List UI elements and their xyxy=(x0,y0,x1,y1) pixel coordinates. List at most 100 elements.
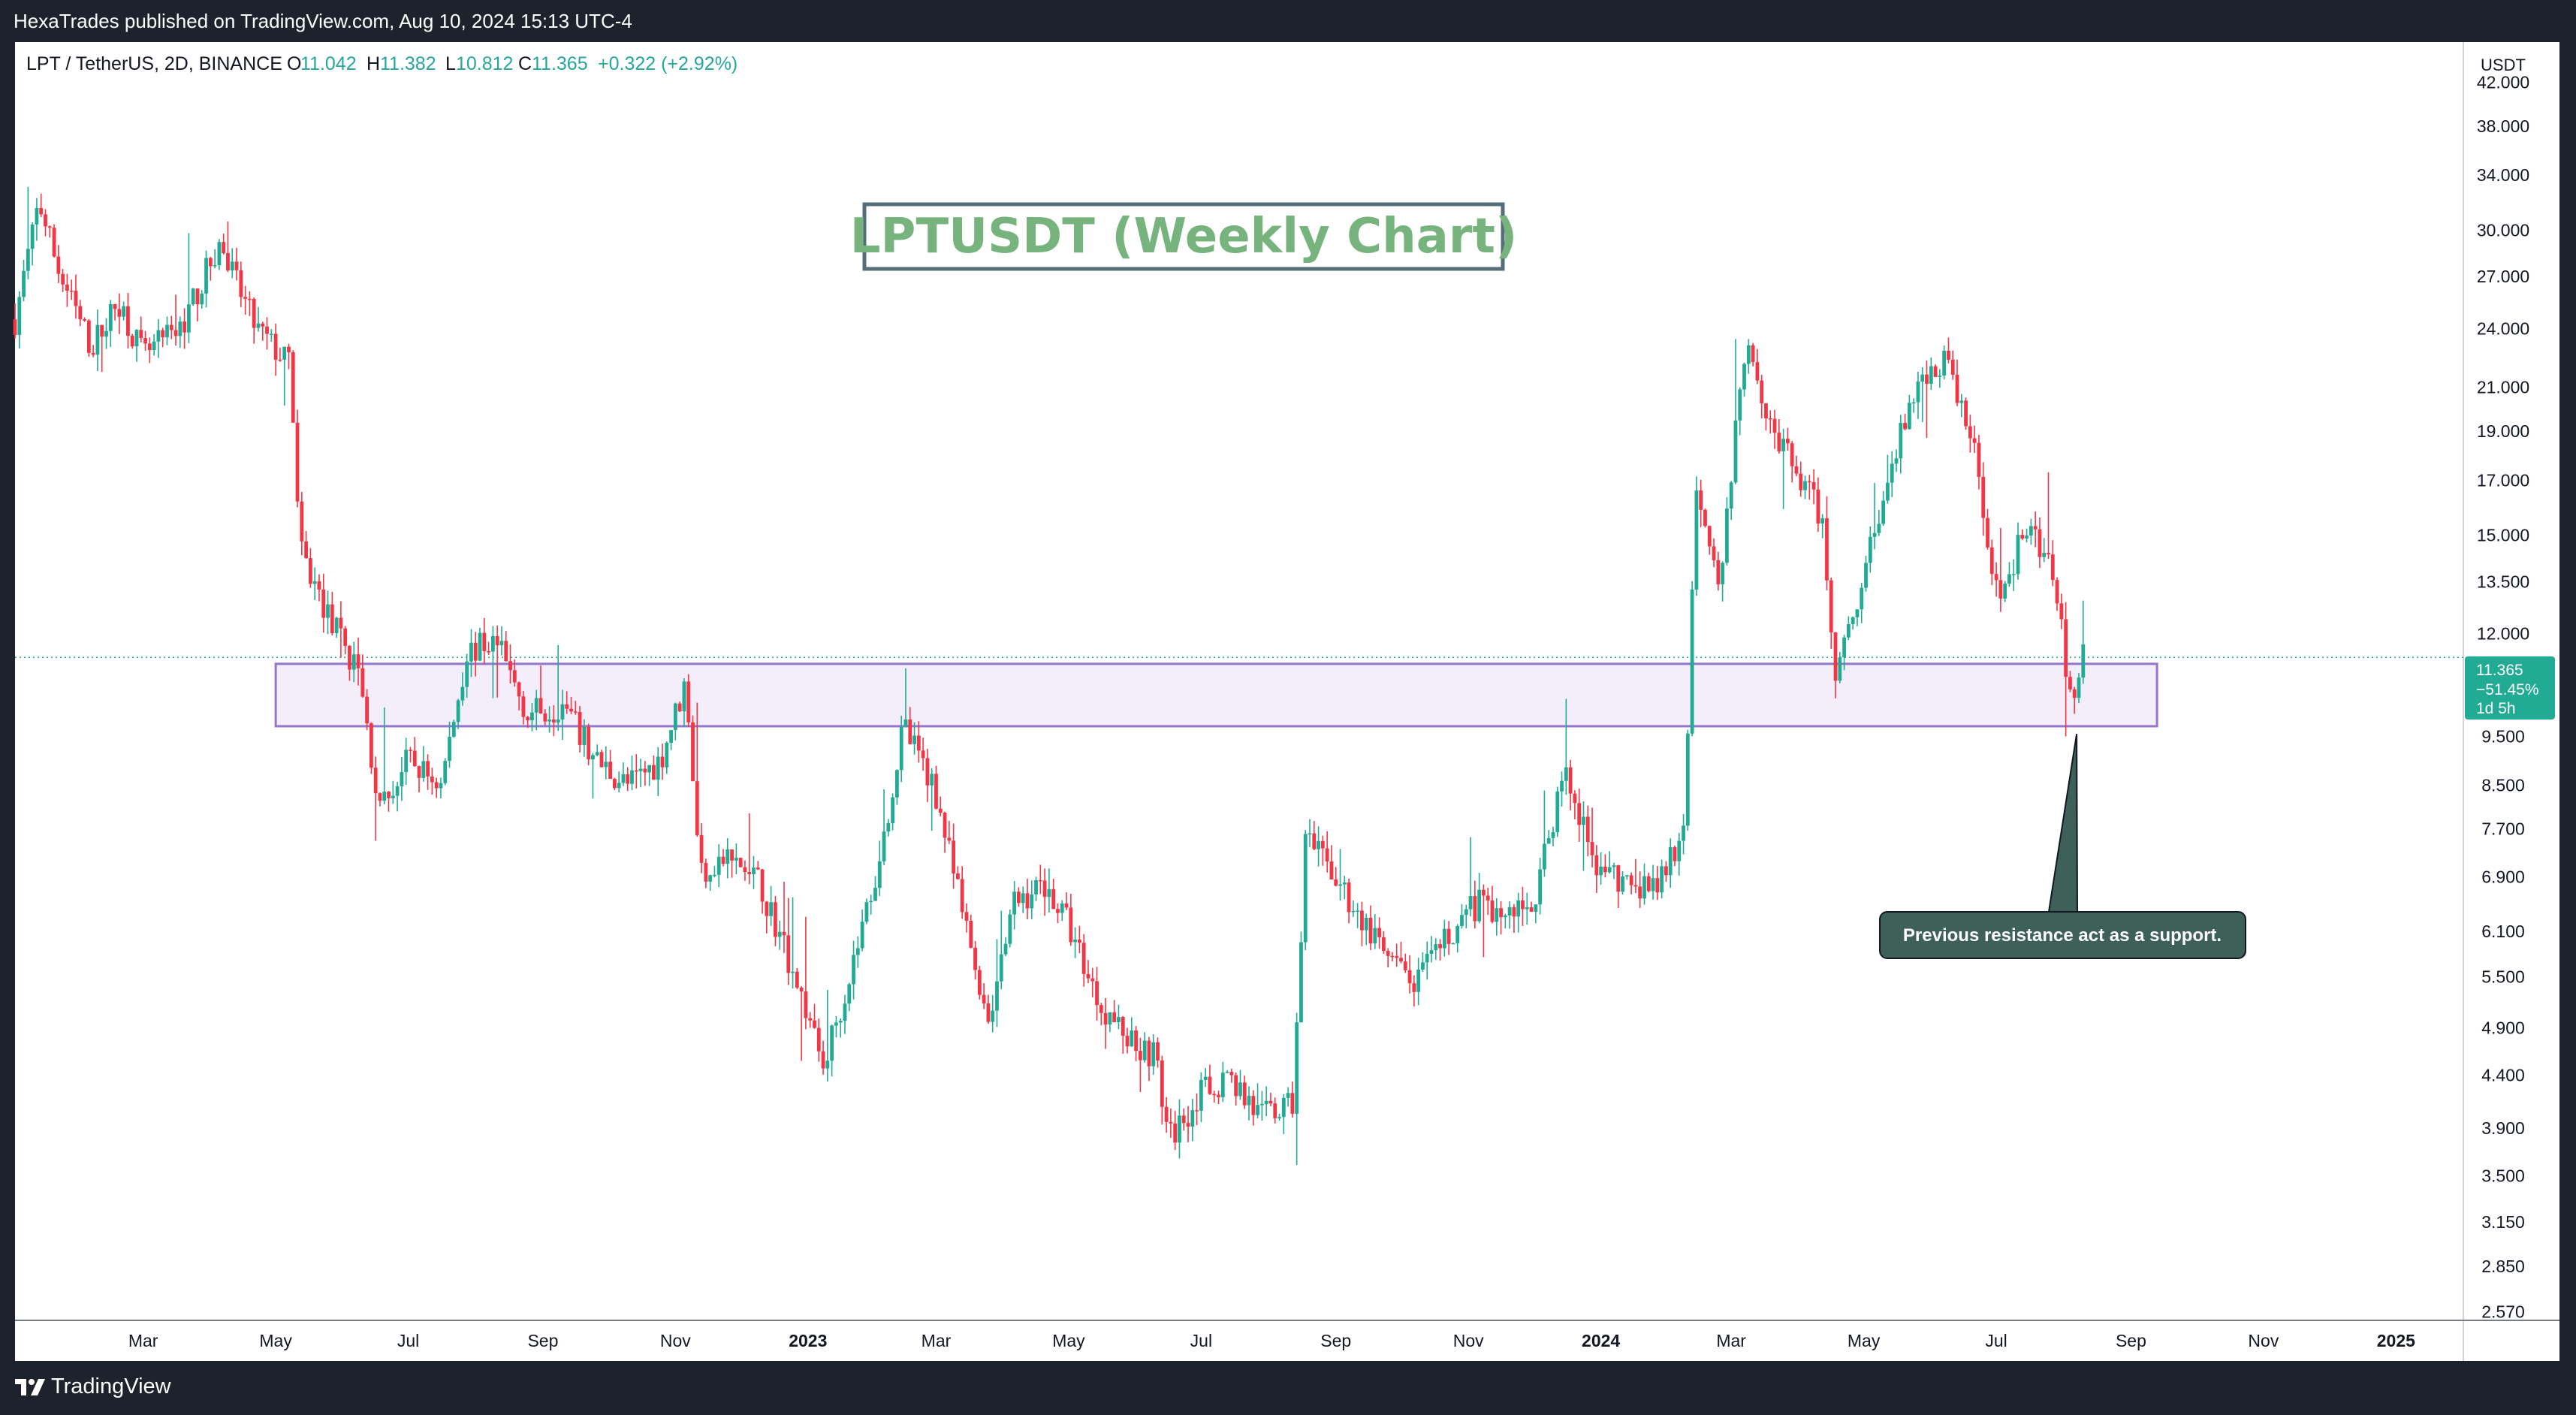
candle-body xyxy=(1464,909,1468,916)
candle-body xyxy=(1842,637,1846,658)
callout-box[interactable] xyxy=(1879,911,2246,959)
candle-body xyxy=(960,879,964,913)
candle-body xyxy=(1303,834,1308,943)
candle-body xyxy=(1151,1042,1156,1067)
candle-body xyxy=(969,920,973,948)
candle-body xyxy=(1642,876,1646,899)
candle-body xyxy=(1881,500,1886,524)
candle-body xyxy=(65,284,69,291)
candle-body xyxy=(252,298,256,328)
candle-body xyxy=(1234,1075,1238,1097)
candle-body xyxy=(1646,876,1651,892)
candle-body xyxy=(1560,780,1564,792)
candle-body xyxy=(2064,619,2068,677)
candle-body xyxy=(1655,878,1660,893)
chart-title-box[interactable] xyxy=(862,202,1505,271)
candle-body xyxy=(1138,1051,1142,1060)
candle-body xyxy=(1803,481,1807,490)
candle-body xyxy=(769,902,774,916)
price-tick-label: 3.500 xyxy=(2481,1166,2525,1185)
candle-body xyxy=(547,719,551,722)
candle-body xyxy=(1811,481,1816,490)
candle-body xyxy=(1768,418,1772,420)
candle-body xyxy=(630,770,634,784)
candle-body xyxy=(74,291,78,306)
candle-body xyxy=(604,762,608,768)
candle-body xyxy=(691,722,695,782)
candle-body xyxy=(2020,535,2025,539)
candle-body xyxy=(239,270,243,297)
candle-body xyxy=(1772,418,1777,433)
candle-body xyxy=(782,931,786,936)
candle-body xyxy=(1972,438,1977,443)
candle-body xyxy=(830,1025,834,1061)
candle-body xyxy=(1707,526,1712,547)
candle-body xyxy=(1564,767,1568,781)
price-tick-label: 6.100 xyxy=(2481,922,2525,941)
tradingview-logo-icon xyxy=(15,1379,45,1395)
candle-body xyxy=(813,1020,816,1028)
candle-body xyxy=(1933,366,1938,377)
candle-body xyxy=(326,604,330,618)
candle-body xyxy=(391,795,395,798)
candle-body xyxy=(1142,1040,1147,1060)
candle-body xyxy=(1421,962,1425,970)
time-tick-label: Mar xyxy=(1716,1331,1746,1350)
candle-body xyxy=(482,632,487,652)
candle-body xyxy=(469,642,473,662)
candle-body xyxy=(282,346,287,360)
time-axis[interactable]: Mar May Jul Sep Nov 2023 Mar May Jul Sep Nov 2024 Ma… xyxy=(128,1331,2415,1350)
candle-body xyxy=(1872,533,1877,537)
candle-body xyxy=(1434,944,1438,951)
candle-body xyxy=(1855,609,1860,617)
candle-body xyxy=(973,947,977,970)
candle-body xyxy=(1838,657,1842,681)
candle-body xyxy=(956,873,960,879)
candle-body xyxy=(2042,553,2047,557)
candle-body xyxy=(195,288,200,305)
candle-body xyxy=(1929,366,1933,385)
candle-body xyxy=(1555,791,1560,832)
candle-body xyxy=(1942,350,1947,376)
candle-body xyxy=(1829,580,1833,633)
legend-open: 11.042 xyxy=(300,53,357,74)
publish-info: HexaTrades published on TradingView.com,… xyxy=(14,10,632,32)
time-tick-label: Jul xyxy=(1190,1331,1212,1350)
candle-body xyxy=(643,768,647,773)
candle-body xyxy=(1360,910,1364,931)
candle-body xyxy=(86,320,91,353)
candle-body xyxy=(543,713,547,722)
candle-body xyxy=(261,323,265,327)
candle-body xyxy=(460,686,465,701)
price-tick-label: 19.000 xyxy=(2477,421,2529,441)
support-zone[interactable] xyxy=(274,662,2158,728)
candle-body xyxy=(1868,536,1872,563)
candle-body xyxy=(1229,1071,1234,1076)
candle-body xyxy=(47,226,52,228)
candle-body xyxy=(1468,896,1473,910)
candle-body xyxy=(308,558,312,584)
candle-body xyxy=(1629,875,1633,886)
candle-body xyxy=(343,628,348,646)
candle-body xyxy=(1690,589,1694,734)
candle-body xyxy=(587,727,591,760)
candle-body xyxy=(886,822,891,832)
candle-body xyxy=(869,901,873,903)
candle-body xyxy=(1008,914,1012,944)
candle-body xyxy=(1816,489,1820,523)
candle-body xyxy=(1386,951,1390,956)
candle-body xyxy=(1907,403,1911,430)
candle-body xyxy=(704,862,708,882)
candle-body xyxy=(1451,943,1455,945)
candle-body xyxy=(1199,1079,1203,1111)
candle-body xyxy=(165,324,169,338)
candle-body xyxy=(977,970,982,995)
price-axis[interactable]: 42.000 38.000 34.000 30.000 27.000 24.000 21.0… xyxy=(2477,72,2529,1321)
candle-body xyxy=(1238,1082,1242,1097)
candle-body xyxy=(169,324,173,330)
price-tick-label: 3.150 xyxy=(2481,1212,2525,1232)
candle-body xyxy=(912,735,916,744)
candle-body xyxy=(321,589,326,618)
candle-body xyxy=(1925,374,1929,385)
